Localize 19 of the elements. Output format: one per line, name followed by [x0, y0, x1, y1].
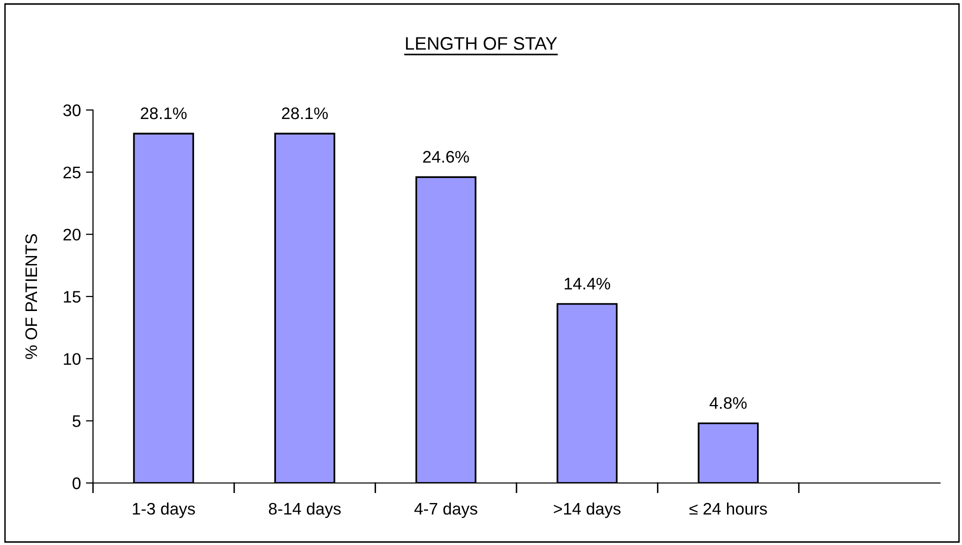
y-tick-label: 20: [63, 228, 81, 241]
data-label: 28.1%: [282, 107, 328, 120]
y-tick-label: 10: [64, 353, 81, 365]
y-axis-title: % OF PATIENTS: [25, 234, 38, 360]
x-tick-label: 8-14 days: [268, 502, 341, 518]
y-tick-label: 25: [63, 166, 80, 178]
x-tick-label: 4-7 days: [414, 502, 478, 518]
data-label: 4.8%: [710, 397, 747, 409]
data-label: 24.6%: [423, 150, 469, 163]
x-tick-label: >14 days: [554, 502, 621, 518]
y-tick-label: 0: [72, 477, 81, 490]
chart-title: LENGTH OF STAY: [406, 37, 558, 50]
x-tick-label: ≤ 24 hours: [689, 502, 767, 515]
y-tick-label: 5: [72, 415, 80, 428]
y-tick-label: 15: [64, 291, 80, 303]
data-label: 28.1%: [140, 107, 187, 120]
x-tick-label: 1-3 days: [132, 502, 195, 518]
y-tick-label: 30: [63, 104, 81, 116]
data-label: 14.4%: [564, 278, 610, 290]
